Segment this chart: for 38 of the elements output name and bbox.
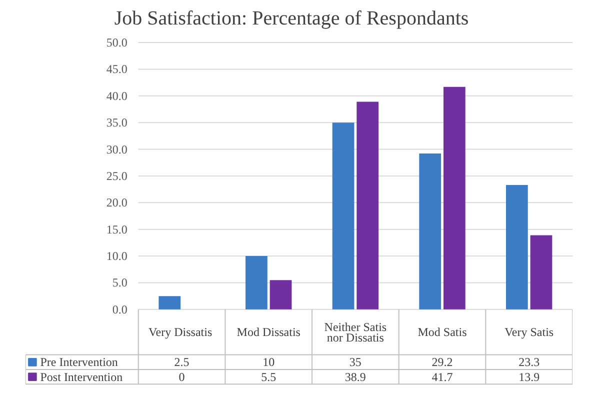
bar (356, 102, 379, 310)
x-tick-label: Very Satis (504, 325, 554, 340)
x-tick-label: Neither Satis nor Dissatis (324, 320, 387, 344)
x-tick-label: Very Dissatis (148, 325, 212, 340)
chart-title: Job Satisfaction: Percentage of Respondants (114, 8, 469, 30)
bar (332, 122, 354, 310)
y-tick-label: 0.0 (112, 302, 128, 316)
data-label: 5.5 (261, 370, 276, 384)
y-tick-label: 45.0 (106, 62, 128, 76)
data-label: 0 (178, 370, 185, 384)
y-tick-label: 40.0 (106, 88, 128, 103)
x-tick-label: Mod Satis (418, 325, 468, 340)
y-tick-label: 35.0 (106, 116, 128, 130)
bar (246, 256, 268, 310)
y-tick-label: 15.0 (106, 222, 128, 236)
data-label: 41.7 (432, 370, 453, 384)
bar (506, 185, 528, 310)
data-label: 29.2 (432, 355, 453, 370)
y-tick-label: 5.0 (112, 276, 128, 290)
data-label: 35 (349, 355, 362, 370)
data-label: 2.5 (174, 355, 190, 370)
data-label: 10 (262, 355, 275, 370)
y-tick-label: 20.0 (106, 196, 128, 210)
bar (419, 154, 442, 310)
bar (530, 235, 552, 310)
data-label: 38.9 (344, 370, 366, 384)
x-tick-label: Mod Dissatis (236, 325, 301, 340)
legend-label: Post Intervention (40, 370, 123, 384)
legend-label: Pre Intervention (40, 355, 118, 370)
bar (443, 86, 466, 310)
bar (270, 280, 292, 310)
y-tick-label: 30.0 (106, 142, 128, 156)
data-label: 13.9 (518, 370, 540, 384)
y-tick-label: 10.0 (106, 249, 128, 264)
bar (158, 296, 181, 310)
data-label: 23.3 (518, 355, 540, 370)
y-tick-label: 50.0 (106, 36, 128, 50)
y-tick-label: 25.0 (106, 168, 128, 183)
